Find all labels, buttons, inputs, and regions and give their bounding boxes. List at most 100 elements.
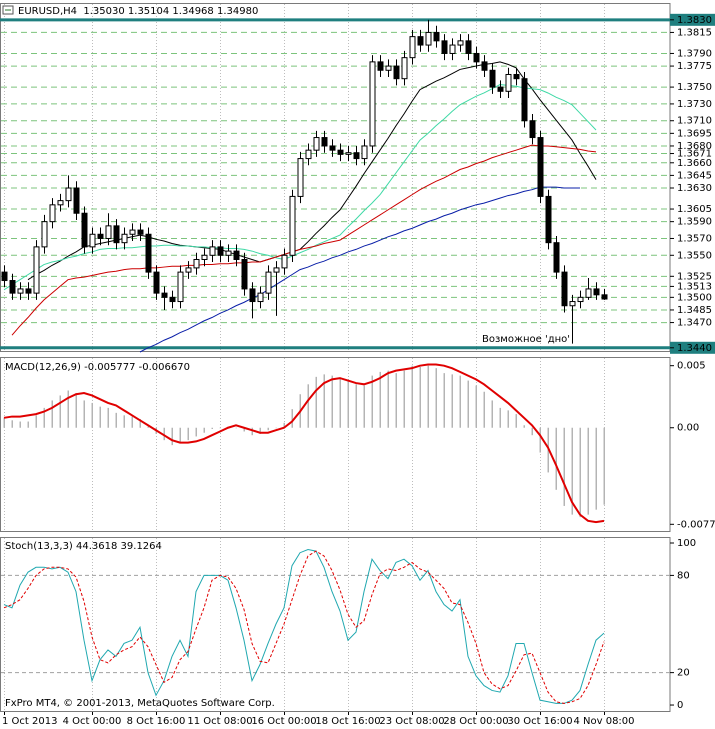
macd-bar [219, 427, 221, 429]
candle-body [433, 31, 440, 42]
macd-bar [507, 410, 509, 428]
y-tick-label: 1.3790 [677, 48, 712, 59]
candle-body [33, 246, 40, 294]
macd-bar [331, 375, 333, 428]
candle-body [225, 250, 232, 256]
y-tick-label: 1.3671 [677, 149, 712, 160]
macd-bar [395, 373, 397, 428]
macd-bar [19, 421, 21, 428]
candle-body [489, 69, 496, 88]
macd-bar [187, 427, 189, 441]
panel-frame [0, 3, 671, 352]
y-tick-label: 1.3660 [677, 158, 712, 169]
candle-body [161, 292, 168, 298]
candle-body [233, 250, 240, 260]
macd-bar [475, 385, 477, 428]
y-tick-label: 1.3695 [677, 128, 712, 139]
y-tick-label: 1.3815 [677, 27, 712, 38]
macd-bar [251, 427, 253, 436]
candle-body [265, 271, 272, 294]
macd-bar [139, 419, 141, 428]
candle-body [369, 61, 376, 147]
y-tick-label: 1.3750 [677, 82, 712, 93]
candle-body [337, 149, 344, 155]
macd-bar [27, 421, 29, 428]
macd-bar [59, 395, 61, 428]
macd-bar [315, 376, 317, 428]
macd-bar [491, 400, 493, 428]
candle-body [41, 221, 48, 248]
macd-bar [283, 422, 285, 428]
macd-bar [99, 406, 101, 428]
macd-bar [67, 390, 69, 428]
candle-body [57, 200, 64, 206]
panel-frame [0, 537, 671, 712]
candle-body [297, 158, 304, 197]
y-tick-label: 1.3513 [677, 281, 712, 292]
candle-body [353, 152, 360, 160]
candle-body [345, 152, 352, 155]
candle-body [545, 195, 552, 244]
y-tick-label: 100 [677, 538, 696, 549]
candle-body [457, 40, 464, 46]
candle-body [209, 246, 216, 256]
macd-bar [603, 427, 605, 505]
candle-body [529, 120, 536, 139]
x-tick-label: 23 Oct 08:00 [379, 716, 444, 727]
candle-body [1, 271, 8, 282]
candle-body [425, 31, 432, 46]
y-tick-label: 0.005 [677, 361, 706, 372]
x-tick-label: 18 Oct 16:00 [315, 716, 380, 727]
candle-body [465, 40, 472, 54]
candle-body [193, 258, 200, 269]
macd-bar [83, 400, 85, 428]
y-tick-label: 1.3525 [677, 271, 712, 282]
candle-body [585, 288, 592, 298]
candle-body [537, 137, 544, 197]
y-tick-label: 1.3630 [677, 183, 712, 194]
macd-bar [123, 415, 125, 428]
macd-bar [307, 384, 309, 428]
candle-body [409, 36, 416, 59]
candle-body [289, 195, 296, 256]
x-tick-label: 1 Oct 2013 [2, 716, 57, 727]
macd-bar [115, 412, 117, 428]
candle-body [313, 137, 320, 151]
candle-body [505, 73, 512, 92]
candle-body [129, 229, 136, 235]
macd-bar [235, 427, 237, 429]
candle-body [9, 280, 16, 294]
annotation: FxPro MT4, © 2001-2013, MetaQuotes Softw… [5, 698, 275, 709]
macd-bar [171, 427, 173, 446]
macd-bar [411, 365, 413, 428]
macd-bar [571, 427, 573, 515]
y-tick-label: 1.3500 [677, 292, 712, 303]
candle-body [273, 267, 280, 273]
candle-body [441, 40, 448, 54]
macd-signal [3, 363, 605, 524]
candle-body [561, 271, 568, 307]
x-tick-label: 16 Oct 00:00 [251, 716, 316, 727]
macd-bar [563, 427, 565, 506]
macd-bar [51, 400, 53, 428]
y-tick-label: 1.3680 [677, 141, 712, 152]
macd-bar [451, 374, 453, 428]
candle-body [577, 296, 584, 303]
candle-body [305, 149, 312, 160]
candle-body [177, 271, 184, 303]
stoch-main [3, 548, 605, 704]
candle-body [601, 294, 608, 300]
candle-body [449, 44, 456, 54]
x-tick-label: 4 Oct 00:00 [63, 716, 122, 727]
candle-body [145, 233, 152, 273]
macd-bar [483, 391, 485, 428]
macd-bar [435, 368, 437, 428]
candle-body [497, 86, 504, 92]
candle-body [153, 271, 160, 294]
candle-body [89, 233, 96, 248]
x-tick-label: 28 Oct 00:00 [443, 716, 508, 727]
macd-bar [11, 420, 13, 428]
moving-average [11, 144, 597, 336]
macd-bar [419, 366, 421, 428]
